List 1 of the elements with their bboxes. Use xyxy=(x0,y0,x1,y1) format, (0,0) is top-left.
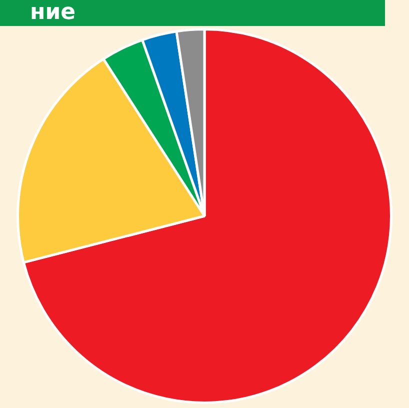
chart-title: ние xyxy=(0,0,385,26)
